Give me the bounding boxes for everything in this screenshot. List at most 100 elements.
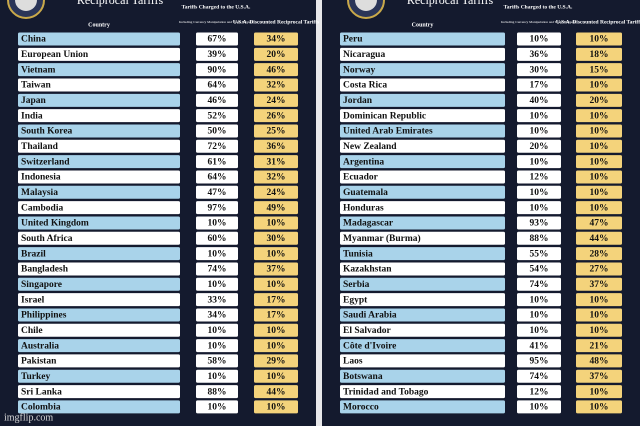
tariff-cell	[517, 170, 561, 184]
tariff: 10%	[530, 326, 549, 336]
discount: 17%	[267, 295, 286, 305]
tariff: 10%	[530, 311, 549, 321]
country: Trinidad and Tobago	[343, 387, 429, 397]
country-cell	[18, 231, 180, 245]
country: United Arab Emirates	[343, 127, 433, 137]
country: Bangladesh	[21, 265, 69, 275]
country: Israel	[21, 295, 45, 305]
country-cell	[18, 216, 180, 230]
tariff: 10%	[208, 249, 227, 259]
discount: 10%	[267, 341, 286, 351]
country: Costa Rica	[343, 81, 387, 91]
tariff-cell	[196, 155, 238, 169]
country-cell	[18, 400, 180, 414]
tariff-cell	[196, 339, 238, 353]
discount: 10%	[590, 188, 609, 198]
country-cell	[340, 339, 505, 353]
column-header: Tariffs Charged to the U.S.A.	[182, 4, 251, 10]
discount-cell	[576, 400, 622, 414]
discount-cell	[576, 78, 622, 92]
tariff-cell	[196, 32, 238, 46]
country: South Africa	[21, 234, 73, 244]
country-cell	[18, 155, 180, 169]
country-cell	[340, 216, 505, 230]
country: Madagascar	[343, 219, 394, 229]
discount: 31%	[267, 157, 286, 167]
discount-cell	[576, 124, 622, 138]
discount-cell	[254, 155, 298, 169]
country: Laos	[343, 357, 363, 367]
discount-cell	[254, 139, 298, 153]
tariff-cell	[517, 93, 561, 107]
discount-cell	[576, 93, 622, 107]
discount: 30%	[267, 234, 286, 244]
tariff-cell	[517, 308, 561, 322]
discount-cell	[576, 262, 622, 276]
tariff-cell	[196, 124, 238, 138]
discount-cell	[576, 47, 622, 61]
tariff: 97%	[208, 203, 227, 213]
discount-cell	[254, 47, 298, 61]
discount: 10%	[590, 35, 609, 45]
country-cell	[340, 369, 505, 383]
discount-cell	[254, 185, 298, 199]
country: Jordan	[343, 96, 373, 106]
discount-cell	[576, 354, 622, 368]
discount: 49%	[267, 203, 286, 213]
tariff: 41%	[530, 341, 549, 351]
tariff: 64%	[208, 81, 227, 91]
tariff: 54%	[530, 265, 549, 275]
country-cell	[18, 262, 180, 276]
discount-cell	[576, 385, 622, 399]
tariff: 40%	[530, 96, 549, 106]
tariff-cell	[196, 323, 238, 337]
tariff: 74%	[530, 372, 549, 382]
tariff: 34%	[208, 311, 227, 321]
tariff-cell	[517, 32, 561, 46]
discount: 10%	[267, 280, 286, 290]
discount: 34%	[267, 35, 286, 45]
tariff-cell	[517, 139, 561, 153]
discount: 20%	[267, 50, 286, 60]
country-cell	[340, 124, 505, 138]
tariff: 47%	[208, 188, 227, 198]
tariff: 55%	[530, 249, 549, 259]
discount: 10%	[590, 326, 609, 336]
country: Egypt	[343, 295, 368, 305]
discount: 24%	[267, 188, 286, 198]
discount-cell	[576, 109, 622, 123]
tariff: 10%	[208, 403, 227, 413]
country: Australia	[21, 341, 59, 351]
country-cell	[18, 354, 180, 368]
tariff: 10%	[208, 326, 227, 336]
discount: 21%	[590, 341, 609, 351]
discount: 36%	[267, 142, 286, 152]
tariff-cell	[517, 231, 561, 245]
column-header: U.S.A. Discounted Reciprocal Tariffs	[233, 19, 319, 25]
tariff-cell	[517, 124, 561, 138]
country-cell	[340, 293, 505, 307]
discount-cell	[576, 185, 622, 199]
country-cell	[18, 93, 180, 107]
column-subheader: Including Currency Manipulation and Trad…	[501, 20, 576, 24]
discount: 44%	[267, 387, 286, 397]
discount: 37%	[590, 372, 609, 382]
tariff-cell	[517, 354, 561, 368]
tariff: 10%	[530, 127, 549, 137]
tariff: 10%	[530, 157, 549, 167]
country: Sri Lanka	[21, 387, 62, 397]
country: Peru	[343, 35, 363, 45]
tariff: 10%	[208, 372, 227, 382]
tariff-cell	[517, 47, 561, 61]
tariff-cell	[517, 385, 561, 399]
panel-title: Reciprocal Tariffs	[77, 0, 164, 7]
discount-cell	[576, 323, 622, 337]
tariff: 10%	[530, 403, 549, 413]
country: Indonesia	[21, 173, 61, 183]
tariff-cell	[517, 109, 561, 123]
country-cell	[340, 32, 505, 46]
tariff-cell	[517, 339, 561, 353]
country-cell	[340, 170, 505, 184]
discount-cell	[576, 369, 622, 383]
country-cell	[18, 323, 180, 337]
